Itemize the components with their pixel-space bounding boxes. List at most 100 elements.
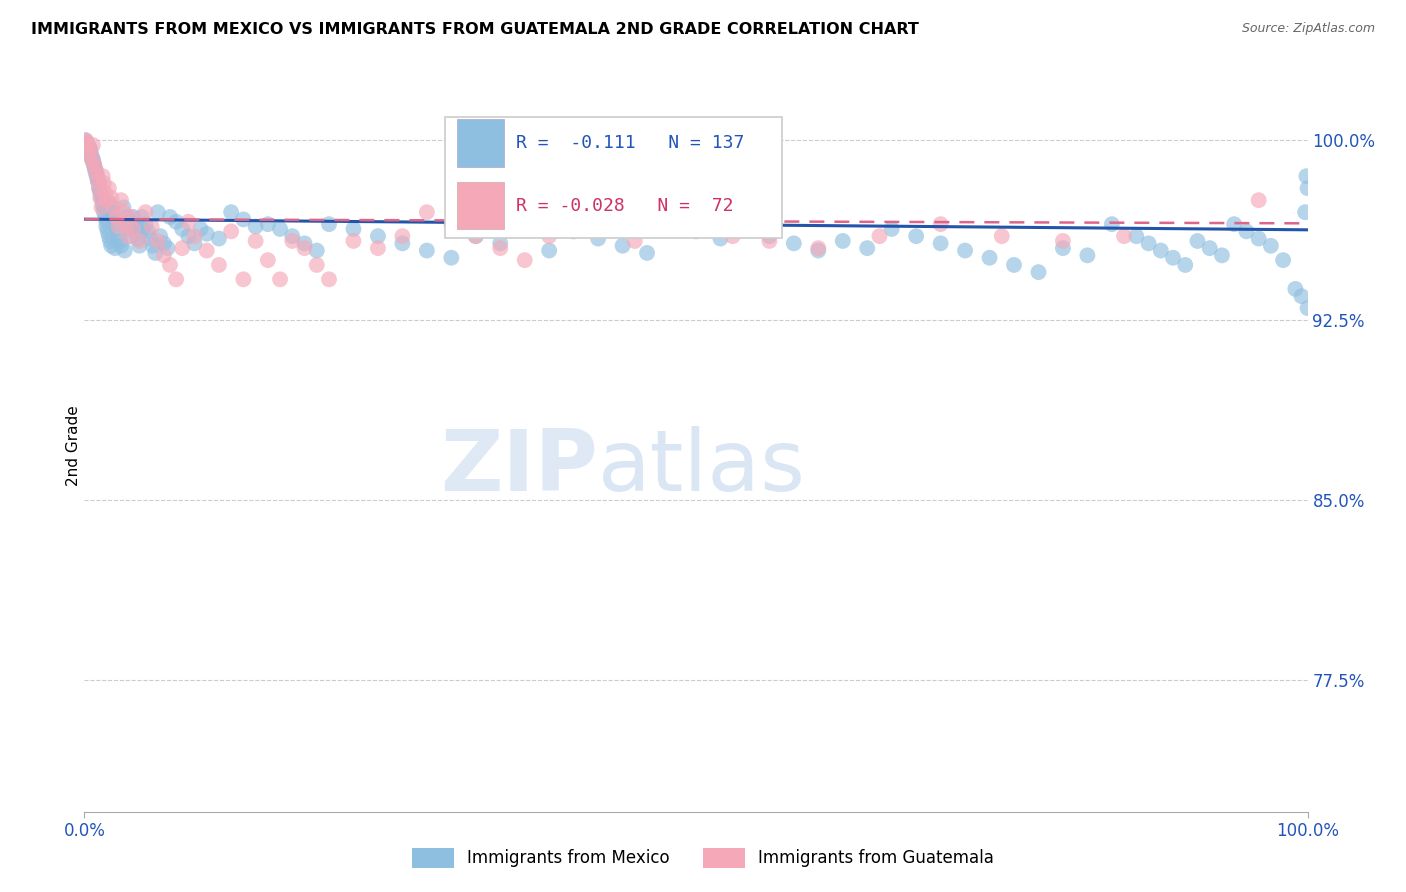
Point — [110, 239, 132, 253]
Point — [257, 253, 280, 268]
Point — [165, 272, 187, 286]
Point — [82, 138, 104, 153]
Point — [391, 236, 413, 251]
Point — [97, 181, 120, 195]
Point — [758, 234, 780, 248]
Point — [905, 229, 928, 244]
Point — [367, 229, 389, 244]
Point — [105, 210, 128, 224]
Point — [143, 246, 166, 260]
Point — [96, 215, 118, 229]
Point — [84, 161, 107, 176]
Point — [661, 217, 683, 231]
Point — [101, 205, 124, 219]
Point — [318, 272, 340, 286]
Point — [124, 217, 146, 231]
Point — [1295, 169, 1317, 184]
Point — [86, 169, 108, 184]
Point — [416, 205, 439, 219]
Point — [79, 145, 101, 160]
Point — [869, 229, 891, 244]
Point — [89, 191, 111, 205]
Point — [83, 160, 105, 174]
Point — [77, 140, 100, 154]
Point — [391, 229, 413, 244]
Point — [76, 136, 98, 150]
Point — [758, 229, 780, 244]
Point — [91, 169, 114, 184]
Point — [269, 272, 291, 286]
Point — [115, 217, 138, 231]
Point — [127, 231, 149, 245]
Point — [856, 241, 879, 255]
Point — [112, 200, 135, 214]
Point — [104, 241, 127, 255]
Point — [929, 217, 952, 231]
Point — [281, 234, 304, 248]
Point — [117, 229, 139, 244]
Point — [141, 219, 163, 234]
Point — [538, 244, 561, 258]
Point — [97, 195, 120, 210]
Text: R = -0.028   N =  72: R = -0.028 N = 72 — [516, 197, 734, 215]
Point — [87, 171, 110, 186]
Point — [1291, 289, 1313, 303]
Point — [1114, 229, 1136, 244]
Y-axis label: 2nd Grade: 2nd Grade — [66, 406, 80, 486]
Point — [1076, 248, 1098, 262]
Point — [1223, 217, 1246, 231]
Point — [489, 241, 512, 255]
Point — [1198, 241, 1220, 255]
Point — [513, 210, 536, 224]
Point — [219, 224, 242, 238]
Point — [183, 236, 205, 251]
Point — [177, 215, 200, 229]
Point — [1187, 234, 1209, 248]
Text: R =  -0.111   N = 137: R = -0.111 N = 137 — [516, 135, 745, 153]
Point — [159, 210, 181, 224]
Point — [232, 272, 254, 286]
Point — [734, 222, 756, 236]
Point — [80, 150, 103, 164]
Point — [685, 224, 707, 238]
Point — [269, 222, 291, 236]
Point — [76, 136, 98, 150]
Point — [107, 219, 129, 234]
Point — [1294, 205, 1316, 219]
Point — [94, 210, 117, 224]
Point — [190, 222, 212, 236]
Point — [115, 210, 138, 224]
Point — [128, 239, 150, 253]
Point — [96, 193, 118, 207]
Point — [135, 205, 157, 219]
Point — [624, 234, 647, 248]
Point — [90, 191, 112, 205]
FancyBboxPatch shape — [457, 120, 503, 167]
Point — [1211, 248, 1233, 262]
Point — [562, 217, 585, 231]
Point — [1247, 193, 1270, 207]
Point — [464, 229, 486, 244]
Point — [195, 227, 218, 241]
Point — [91, 193, 114, 207]
Point — [208, 231, 231, 245]
Point — [97, 224, 120, 238]
Point — [440, 217, 463, 231]
Point — [153, 236, 176, 251]
Point — [83, 157, 105, 171]
Point — [107, 229, 129, 244]
Point — [122, 210, 145, 224]
Point — [146, 234, 169, 248]
Point — [953, 244, 976, 258]
Point — [1260, 239, 1282, 253]
Point — [79, 147, 101, 161]
Point — [136, 224, 159, 238]
Point — [100, 191, 122, 205]
Point — [75, 133, 97, 147]
Point — [87, 174, 110, 188]
Point — [1296, 181, 1319, 195]
Point — [110, 193, 132, 207]
Point — [79, 147, 101, 161]
Point — [89, 186, 111, 200]
Point — [89, 184, 111, 198]
